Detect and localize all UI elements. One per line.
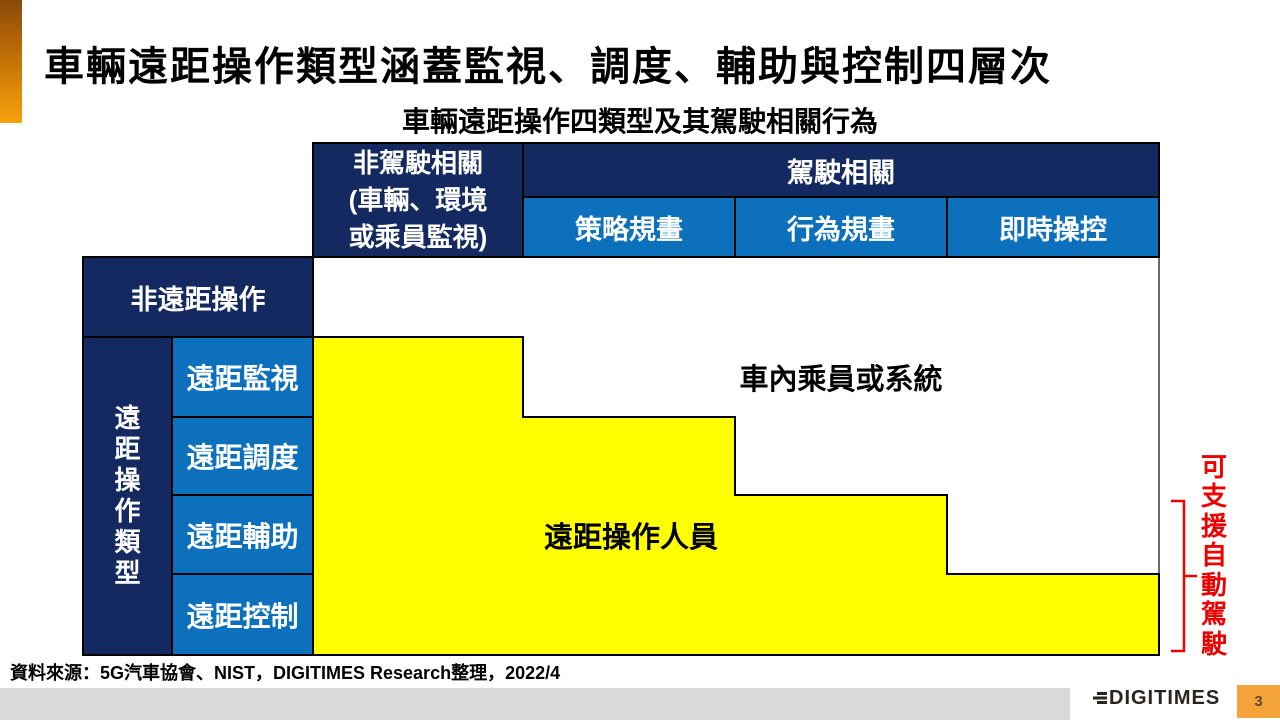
cell-phase-realtime (946, 196, 1160, 258)
remote-operator-region (312, 336, 1160, 656)
logo-wordmark: DIGITIMES (1109, 686, 1221, 709)
accent-bar (0, 0, 22, 123)
phase-realtime: 即時操控 (999, 214, 1107, 245)
page-title: 車輛遠距操作類型涵蓋監視、調度、輔助與控制四層次 (44, 45, 1052, 89)
cell-phase-strategy (522, 196, 736, 258)
cell-row-monitor (171, 336, 314, 418)
cell-non-remote (82, 256, 314, 338)
cell-header-driving (522, 142, 1160, 198)
phase-strategy: 策略規畫 (575, 214, 683, 245)
cell-row-assist (171, 494, 314, 575)
logo-stripes-icon (1093, 692, 1107, 704)
row-type-dispatch: 遠距調度 (186, 442, 299, 473)
row-non-remote: 非遠距操作 (130, 284, 266, 315)
region-in-vehicle: 車內乘員或系統 (739, 364, 943, 396)
row-type-assist: 遠距輔助 (186, 520, 299, 552)
page-number-badge: 3 (1237, 685, 1280, 718)
header-non-driving: 非駕駛相關 (車輛、環境 或乘員監視) (348, 147, 488, 252)
phase-behavior: 行為規畫 (787, 214, 895, 245)
digitimes-logo: DIGITIMES (1093, 686, 1220, 710)
annotation-autonomous: 可 支 援 自 動 駕 駛 (1200, 451, 1227, 659)
cell-row-dispatch (171, 416, 314, 496)
cell-row-control (171, 573, 314, 656)
region-remote-operator: 遠距操作人員 (543, 521, 718, 554)
row-type-control: 遠距控制 (186, 600, 299, 632)
diagram-title: 車輛遠距操作四類型及其駕駛相關行為 (401, 106, 878, 137)
source-note: 資料來源：5G汽車協會、NIST，DIGITIMES Research整理，20… (10, 663, 561, 683)
row-group-label: 遠 距 操 作 類 型 (114, 403, 141, 588)
cell-row-group (82, 336, 173, 656)
row-type-monitor: 遠距監視 (186, 363, 299, 394)
header-driving: 駕駛相關 (787, 157, 895, 188)
footer-band (0, 688, 1070, 720)
autonomous-bracket-icon (1171, 499, 1197, 653)
